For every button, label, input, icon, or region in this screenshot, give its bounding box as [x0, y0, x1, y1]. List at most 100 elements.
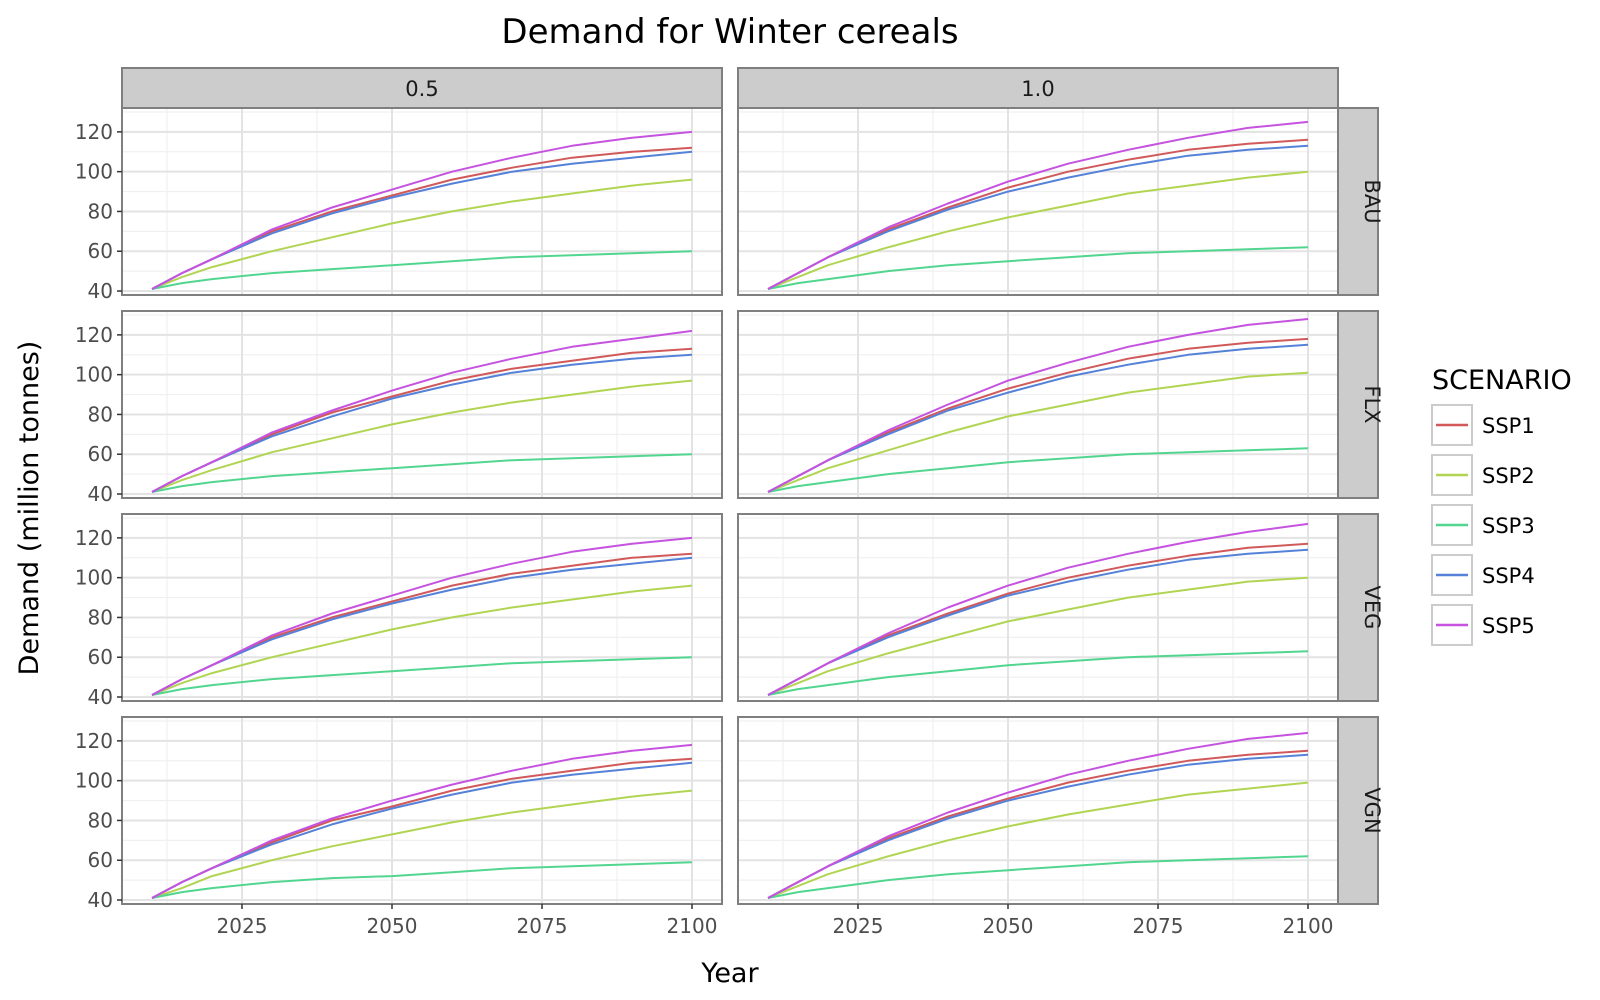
- panel-border: [121, 107, 723, 296]
- y-tick-label: 120: [75, 526, 113, 550]
- legend-label: SSP1: [1482, 414, 1535, 438]
- series-line-ssp5: [151, 329, 693, 493]
- y-tick-label: 120: [75, 729, 113, 753]
- y-tick-label: 40: [88, 888, 113, 912]
- legend: SSP1 SSP2 SSP3 SSP4 SSP5: [1431, 404, 1535, 646]
- series-line-ssp5: [767, 120, 1309, 290]
- column-strip: 1.0: [737, 67, 1339, 109]
- panel-border: [121, 513, 723, 702]
- row-strip: VEG: [1337, 513, 1384, 702]
- x-tick-label: 2025: [833, 914, 884, 938]
- series-line-ssp5: [151, 130, 693, 290]
- x-tick-label: 2050: [367, 914, 418, 938]
- y-tick-label: 80: [88, 199, 113, 223]
- y-tick-label: 80: [88, 402, 113, 426]
- y-tick-label: 120: [75, 120, 113, 144]
- panel-background: [738, 514, 1338, 701]
- series-line-ssp3: [151, 453, 693, 493]
- panel-background: [738, 717, 1338, 904]
- column-strip: 0.5: [121, 67, 723, 109]
- chart-title: Demand for Winter cereals: [501, 12, 958, 52]
- y-tick-label: 100: [75, 160, 113, 184]
- y-tick-label: 80: [88, 808, 113, 832]
- panel-border: [737, 716, 1339, 905]
- panel: 40 60 80 100 120 2025 2050 2075 2100: [75, 716, 723, 938]
- panel: [737, 107, 1339, 296]
- y-tick-label: 40: [88, 482, 113, 506]
- row-strip: FLX: [1337, 310, 1384, 499]
- legend-label: SSP5: [1482, 614, 1535, 638]
- panel-background: [738, 311, 1338, 498]
- series-line-ssp5: [151, 743, 693, 899]
- panel-background: [738, 108, 1338, 295]
- legend-label: SSP3: [1482, 514, 1535, 538]
- y-tick-label: 60: [88, 848, 113, 872]
- row-strip-background: [1337, 107, 1379, 296]
- row-strip-background: [1337, 310, 1379, 499]
- series-line-ssp3: [151, 656, 693, 696]
- series-line-ssp2: [151, 178, 693, 290]
- x-tick-label: 2050: [983, 914, 1034, 938]
- row-strip-label: VGN: [1360, 787, 1384, 833]
- y-axis-label: Demand (million tonnes): [14, 341, 45, 676]
- x-tick-label: 2025: [217, 914, 268, 938]
- legend-item-ssp2: SSP2: [1431, 454, 1535, 496]
- row-strip-label: FLX: [1360, 385, 1384, 423]
- panel: 40 60 80 100 120: [75, 107, 723, 303]
- series-line-ssp3: [151, 861, 693, 899]
- y-tick-label: 100: [75, 363, 113, 387]
- series-line-ssp5: [151, 536, 693, 696]
- column-strip-background: [121, 67, 723, 109]
- series-line-ssp2: [151, 584, 693, 696]
- legend-item-ssp5: SSP5: [1431, 604, 1535, 646]
- series-line-ssp5: [767, 318, 1309, 493]
- y-tick-label: 60: [88, 645, 113, 669]
- row-strip-background: [1337, 513, 1379, 702]
- panel-border: [737, 513, 1339, 702]
- panel-border: [737, 310, 1339, 499]
- row-strip: VGN: [1337, 716, 1384, 905]
- series-line-ssp3: [767, 447, 1309, 493]
- x-tick-label: 2100: [667, 914, 718, 938]
- series-line-ssp2: [767, 371, 1309, 493]
- panel: [737, 513, 1339, 702]
- series-line-ssp2: [767, 781, 1309, 899]
- column-strip-label: 0.5: [405, 77, 438, 101]
- x-tick-label: 2075: [1133, 914, 1184, 938]
- y-tick-label: 100: [75, 566, 113, 590]
- y-tick-label: 40: [88, 279, 113, 303]
- y-tick-label: 60: [88, 239, 113, 263]
- series-line-ssp2: [151, 379, 693, 493]
- y-tick-label: 100: [75, 769, 113, 793]
- legend-item-ssp1: SSP1: [1431, 404, 1535, 446]
- series-line-ssp3: [151, 250, 693, 290]
- panels-layer: 0.5 1.0 BAU FLX VEG VGN 40 60 80 100 120 40 60 80 100 1…: [75, 67, 1384, 938]
- x-axis-label: Year: [700, 958, 759, 989]
- series-line-ssp2: [151, 789, 693, 899]
- series-line-ssp3: [767, 855, 1309, 899]
- y-tick-label: 120: [75, 323, 113, 347]
- panel: 2025 2050 2075 2100: [737, 716, 1339, 938]
- legend-label: SSP4: [1482, 564, 1535, 588]
- legend-item-ssp4: SSP4: [1431, 554, 1535, 596]
- x-tick-label: 2100: [1283, 914, 1334, 938]
- panel-border: [121, 310, 723, 499]
- panel-border: [121, 716, 723, 905]
- legend-title: SCENARIO: [1432, 365, 1572, 396]
- column-strip-label: 1.0: [1021, 77, 1054, 101]
- column-strip-background: [737, 67, 1339, 109]
- series-line-ssp3: [767, 246, 1309, 290]
- series-line-ssp2: [767, 170, 1309, 290]
- row-strip-label: VEG: [1360, 586, 1384, 630]
- legend-label: SSP2: [1482, 464, 1535, 488]
- panel-border: [737, 107, 1339, 296]
- series-line-ssp2: [767, 576, 1309, 696]
- panel: 40 60 80 100 120: [75, 310, 723, 506]
- y-tick-label: 60: [88, 442, 113, 466]
- y-tick-label: 80: [88, 605, 113, 629]
- panel: 40 60 80 100 120: [75, 513, 723, 709]
- x-tick-label: 2075: [517, 914, 568, 938]
- y-tick-label: 40: [88, 685, 113, 709]
